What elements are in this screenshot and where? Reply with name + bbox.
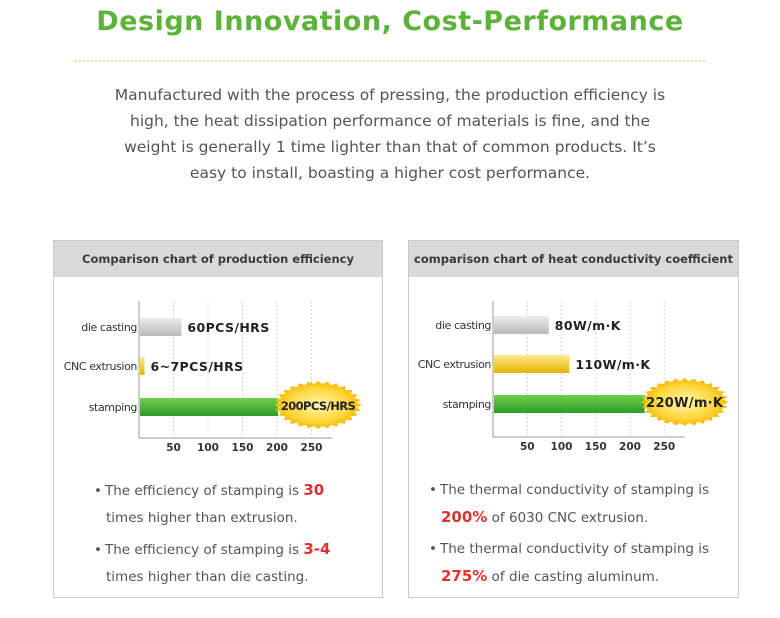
note-text: The thermal conductivity of stamping is [439,541,710,557]
tick-label: 50 [166,442,181,454]
category-label: CNC extrusion [418,358,492,371]
production-efficiency-panel: Comparison chart of production efficienc… [53,240,383,598]
intro-paragraph: Manufactured with the process of pressin… [60,82,720,186]
page-title: Design Innovation, Cost-Performance [96,6,684,37]
intro-line: high, the heat dissipation performance o… [130,112,650,130]
data-label: 6~7PCS/HRS [150,359,243,374]
note-text: times higher than die casting. [106,569,309,585]
tick-label: 150 [232,442,254,454]
bar [140,318,182,336]
bar [494,395,645,413]
bar [494,355,570,373]
tick-label: 50 [520,441,535,453]
note-item: • The efficiency of stamping is 30 times … [94,477,384,532]
highlight-burst-icon [640,378,729,426]
highlight-burst-icon [274,381,362,429]
bar [140,398,278,416]
title-divider [75,60,705,62]
bullet-icon: • [94,483,102,499]
note-highlight: 200% [441,508,488,526]
data-label: 60PCS/HRS [187,320,269,335]
tick-label: 200 [266,442,288,454]
note-text: of 6030 CNC extrusion. [487,510,649,526]
notes-list: • The efficiency of stamping is 30 times … [94,477,384,595]
tick-label: 100 [197,442,219,454]
bullet-icon: • [429,482,437,498]
note-text: The thermal conductivity of stamping is [439,482,710,498]
tick-label: 200 [619,441,641,453]
heat-conductivity-panel: comparison chart of heat conductivity co… [408,240,739,598]
bar [494,316,549,334]
note-text: The efficiency of stamping is [104,542,304,558]
tick-label: 100 [551,441,573,453]
note-item: • The thermal conductivity of stamping is… [429,477,739,532]
note-highlight: 3-4 [303,540,331,558]
data-label: 220W/m·K [646,396,724,411]
intro-line: weight is generally 1 time lighter than … [124,138,656,156]
note-highlight: 275% [441,567,488,585]
note-item: • The thermal conductivity of stamping is… [429,536,739,591]
category-label: stamping [443,398,491,411]
heat-conductivity-chart: 50 100 150 200 250 die casting 80W/m·K CNC extr… [418,301,729,453]
category-label: die casting [435,319,491,332]
bullet-icon: • [94,542,102,558]
data-label: 110W/m·K [575,357,651,372]
notes-list: • The thermal conductivity of stamping is… [429,477,739,595]
intro-line: Manufactured with the process of pressin… [114,86,666,104]
panel-title: comparison chart of heat conductivity co… [409,241,738,277]
intro-line: easy to install, boasting a higher cost … [189,164,591,182]
category-label: stamping [89,401,137,414]
note-text: of die casting aluminum. [487,569,660,585]
panel-title: Comparison chart of production efficienc… [54,241,382,277]
bar [140,357,145,375]
note-highlight: 30 [303,481,325,499]
tick-label: 250 [301,442,323,454]
note-item: • The efficiency of stamping is 3-4 times… [94,536,384,591]
data-label: 200PCS/HRS [281,399,356,413]
category-label: CNC extrusion [64,360,138,373]
production-efficiency-chart: 50 100 150 200 250 die casting 60PCS/HRS CNC ex… [64,301,362,454]
bullet-icon: • [429,541,437,557]
note-text: The efficiency of stamping is [104,483,304,499]
tick-label: 250 [653,441,675,453]
note-text: times higher than extrusion. [106,510,298,526]
tick-label: 150 [585,441,607,453]
category-label: die casting [81,321,137,334]
data-label: 80W/m·K [555,318,622,333]
